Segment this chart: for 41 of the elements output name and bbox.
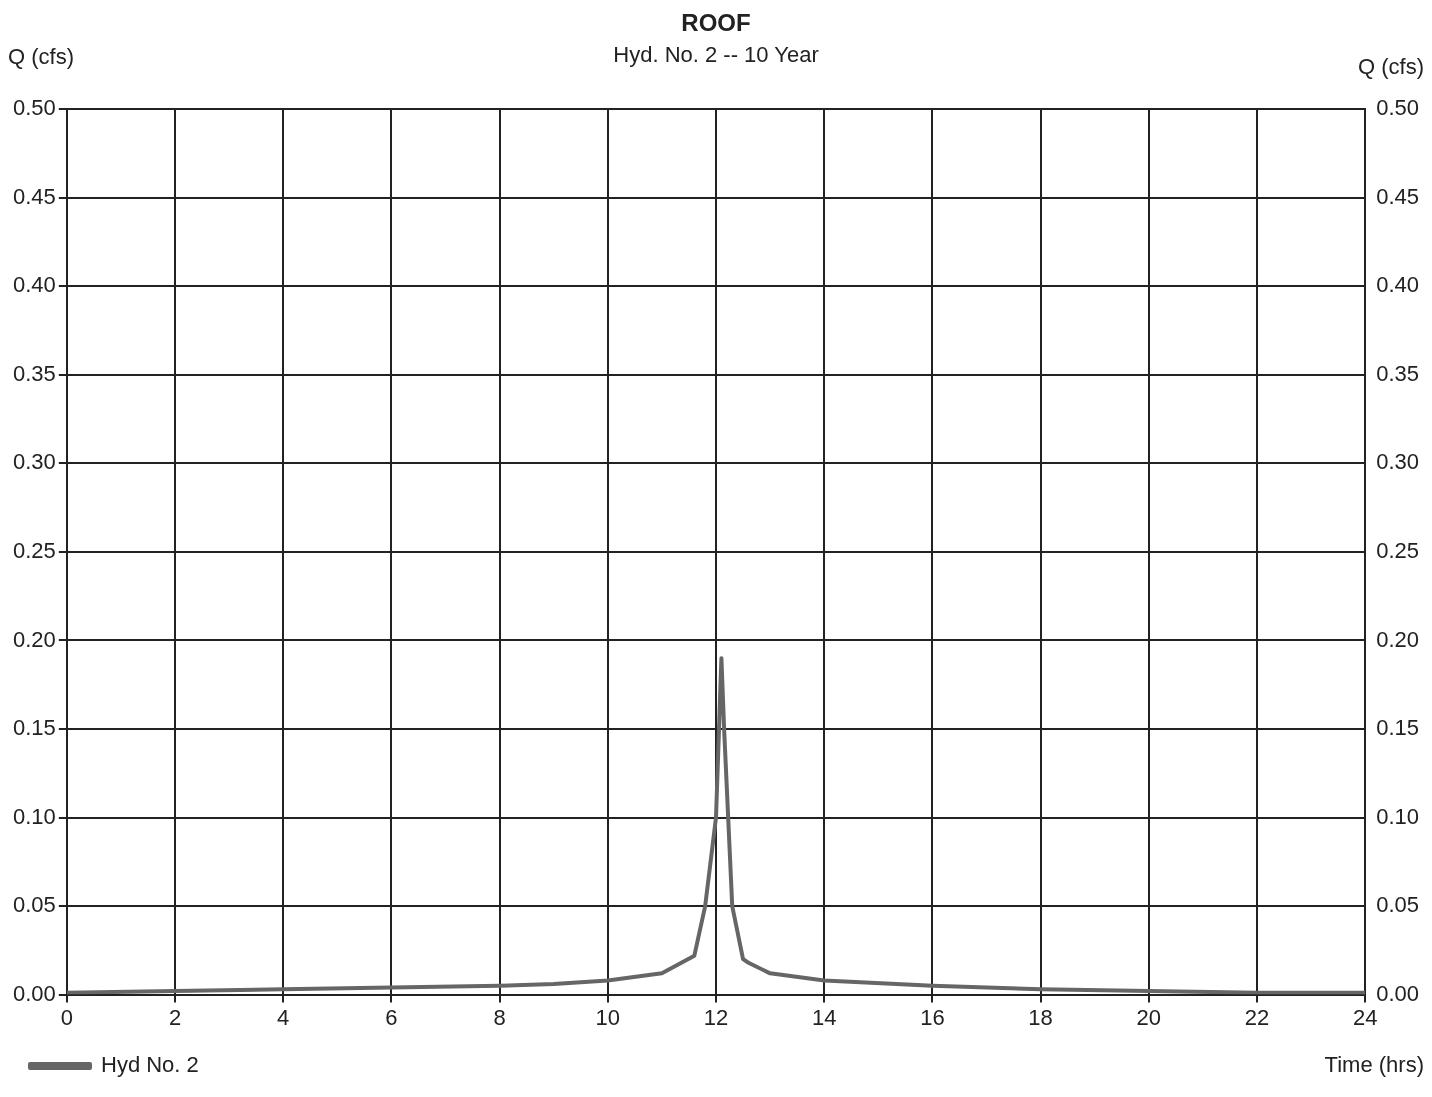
chart-subtitle: Hyd. No. 2 -- 10 Year xyxy=(613,42,819,68)
y2-tick-label: 0.00 xyxy=(1376,980,1420,1006)
x-tick-label: 8 xyxy=(493,1004,506,1030)
y2-tick-label: 0.35 xyxy=(1376,360,1420,386)
x-tick-label: 12 xyxy=(703,1004,729,1030)
y-tick-label: 0.00 xyxy=(12,980,56,1006)
x-tick-label: 10 xyxy=(595,1004,621,1030)
x-tick-label: 0 xyxy=(60,1004,73,1030)
y2-axis-title: Q (cfs) xyxy=(1358,54,1424,80)
y2-tick-label: 0.30 xyxy=(1376,449,1420,475)
x-tick-label: 18 xyxy=(1028,1004,1053,1030)
x-tick-label: 24 xyxy=(1352,1004,1378,1030)
y2-tick-label: 0.25 xyxy=(1376,537,1420,563)
y2-tick-label: 0.20 xyxy=(1376,626,1420,652)
x-tick-label: 20 xyxy=(1136,1004,1162,1030)
y2-tick-label: 0.50 xyxy=(1376,95,1420,121)
y2-tick-label: 0.15 xyxy=(1376,715,1420,741)
x-tick-label: 16 xyxy=(920,1004,945,1030)
y-tick-label: 0.05 xyxy=(12,892,56,918)
x-tick-label: 14 xyxy=(811,1004,837,1030)
x-axis-title: Time (hrs) xyxy=(1324,1051,1424,1077)
x-tick-label: 4 xyxy=(277,1004,290,1030)
y2-tick-label: 0.10 xyxy=(1376,803,1420,829)
y2-tick-label: 0.05 xyxy=(1376,892,1420,918)
y-tick-label: 0.40 xyxy=(12,272,56,298)
y-tick-label: 0.50 xyxy=(12,95,56,121)
y-tick-label: 0.20 xyxy=(12,626,56,652)
y2-tick-label: 0.45 xyxy=(1376,183,1420,209)
y-tick-label: 0.15 xyxy=(12,715,56,741)
x-tick-label: 6 xyxy=(385,1004,398,1030)
x-tick-label: 22 xyxy=(1244,1004,1270,1030)
legend-label: Hyd No. 2 xyxy=(101,1052,199,1078)
y2-tick-label: 0.40 xyxy=(1376,272,1420,298)
y-axis-title: Q (cfs) xyxy=(8,44,74,70)
x-tick-label: 2 xyxy=(168,1004,182,1030)
y-tick-label: 0.45 xyxy=(12,183,56,209)
y-tick-label: 0.25 xyxy=(12,537,56,563)
chart-title: ROOF xyxy=(681,9,751,37)
y-tick-label: 0.35 xyxy=(12,360,56,386)
y-tick-label: 0.10 xyxy=(12,803,56,829)
y-tick-label: 0.30 xyxy=(12,449,56,475)
